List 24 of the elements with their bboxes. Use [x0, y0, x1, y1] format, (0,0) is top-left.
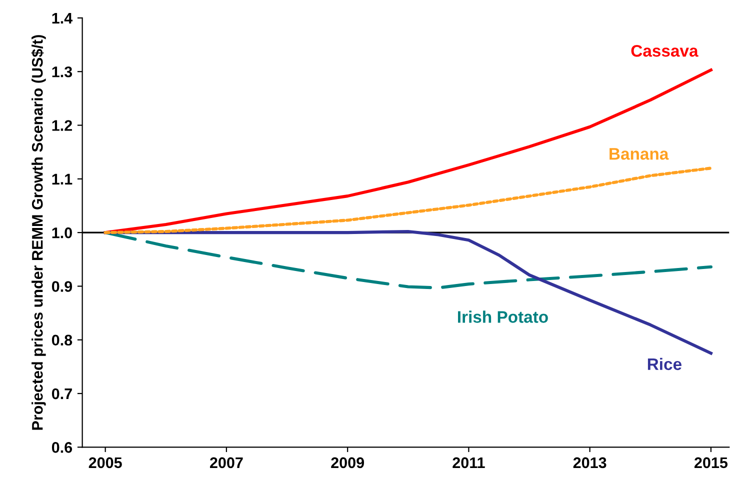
y-tick-label: 1.0 — [52, 227, 72, 238]
x-tick-label: 2007 — [210, 457, 243, 468]
x-tick-label: 2015 — [694, 457, 728, 468]
x-tick-label: 2011 — [452, 457, 485, 468]
y-tick-label: 0.9 — [52, 281, 72, 292]
line-series — [104, 230, 712, 355]
y-tick-label: 1.2 — [52, 120, 72, 131]
line-series — [104, 68, 712, 234]
x-tick-label: 2009 — [331, 457, 364, 468]
x-tick-label: 2013 — [573, 457, 606, 468]
y-axis-title: Projected prices under REMM Growth Scenario (US$/t) — [31, 35, 46, 430]
y-tick-label: 0.7 — [52, 388, 72, 400]
x-tick-label: 2005 — [88, 457, 122, 468]
line-series — [104, 166, 712, 234]
series-label: Rice — [648, 358, 682, 370]
y-tick-label: 1.4 — [52, 12, 73, 24]
y-tick-label: 1.1 — [52, 174, 72, 184]
line-series — [104, 231, 712, 290]
y-tick-label: 0.8 — [52, 334, 72, 346]
series-label: Irish Potato — [458, 310, 548, 323]
y-tick-label: 0.6 — [52, 442, 72, 453]
y-tick-label: 1.3 — [52, 66, 72, 78]
series-label: Cassava — [631, 44, 698, 57]
series-label: Banana — [610, 148, 669, 160]
